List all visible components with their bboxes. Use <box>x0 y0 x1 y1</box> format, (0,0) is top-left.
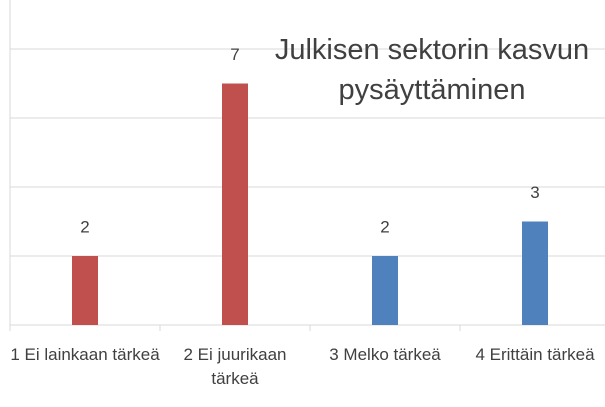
data-label: 3 <box>530 183 539 202</box>
data-label: 7 <box>230 45 239 64</box>
bar <box>372 256 398 325</box>
x-tick-label: 1 Ei lainkaan tärkeä <box>10 345 160 364</box>
chart-title: Julkisen sektorin kasvun pysäyttäminen <box>274 34 590 106</box>
data-label: 2 <box>380 217 389 236</box>
bar <box>72 256 98 325</box>
bar <box>522 221 548 325</box>
bar <box>222 83 248 325</box>
x-tick-label: 4 Erittäin tärkeä <box>475 345 595 364</box>
data-label: 2 <box>80 217 89 236</box>
x-tick-label: 3 Melko tärkeä <box>329 345 441 364</box>
x-tick-label: 2 Ei juurikaan tärkeä <box>183 345 287 388</box>
